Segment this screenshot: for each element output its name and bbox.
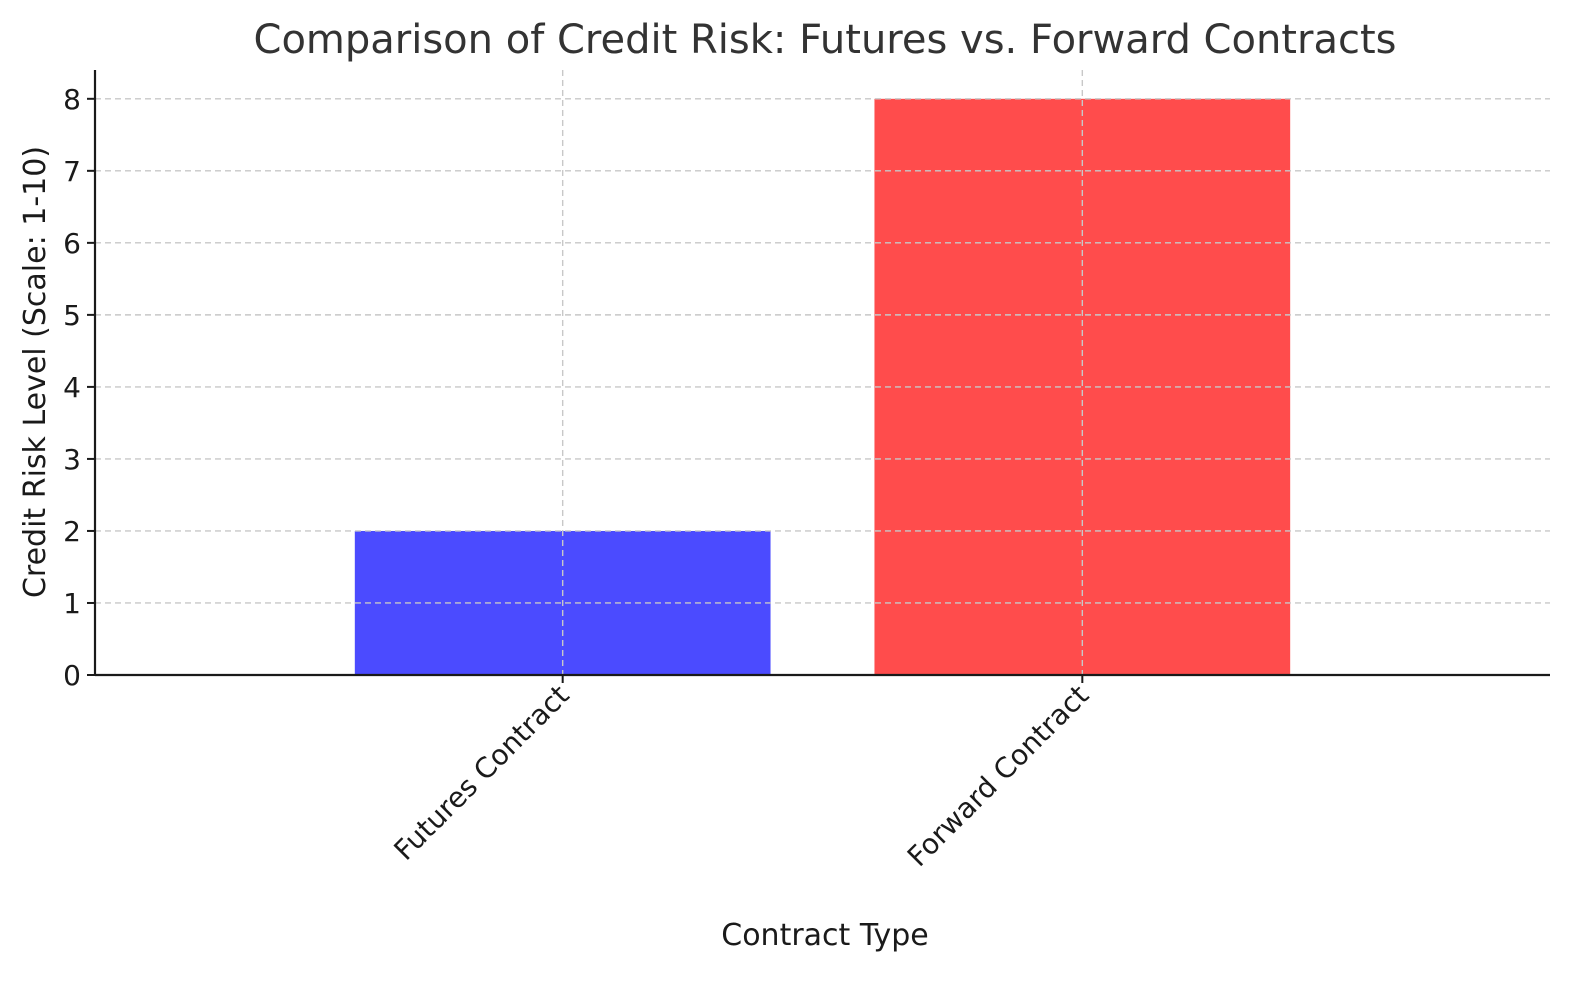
y-tick-label: 4 bbox=[63, 371, 81, 404]
x-tick-label: Forward Contract bbox=[901, 679, 1095, 873]
x-axis-title: Contract Type bbox=[721, 918, 929, 953]
chart-title: Comparison of Credit Risk: Futures vs. F… bbox=[254, 17, 1397, 63]
y-tick-label: 5 bbox=[63, 299, 81, 332]
y-tick-label: 6 bbox=[63, 227, 81, 260]
grid-layer bbox=[95, 70, 1550, 675]
axes-layer bbox=[93, 70, 1550, 677]
y-tick-label: 7 bbox=[63, 155, 81, 188]
y-tick-label: 1 bbox=[63, 587, 81, 620]
y-tick-label: 3 bbox=[63, 443, 81, 476]
y-tick-label: 8 bbox=[63, 83, 81, 116]
x-tick-label: Futures Contract bbox=[387, 679, 575, 867]
y-axis-title: Credit Risk Level (Scale: 1-10) bbox=[18, 146, 53, 598]
y-tick-label: 0 bbox=[63, 659, 81, 692]
y-tick-label: 2 bbox=[63, 515, 81, 548]
